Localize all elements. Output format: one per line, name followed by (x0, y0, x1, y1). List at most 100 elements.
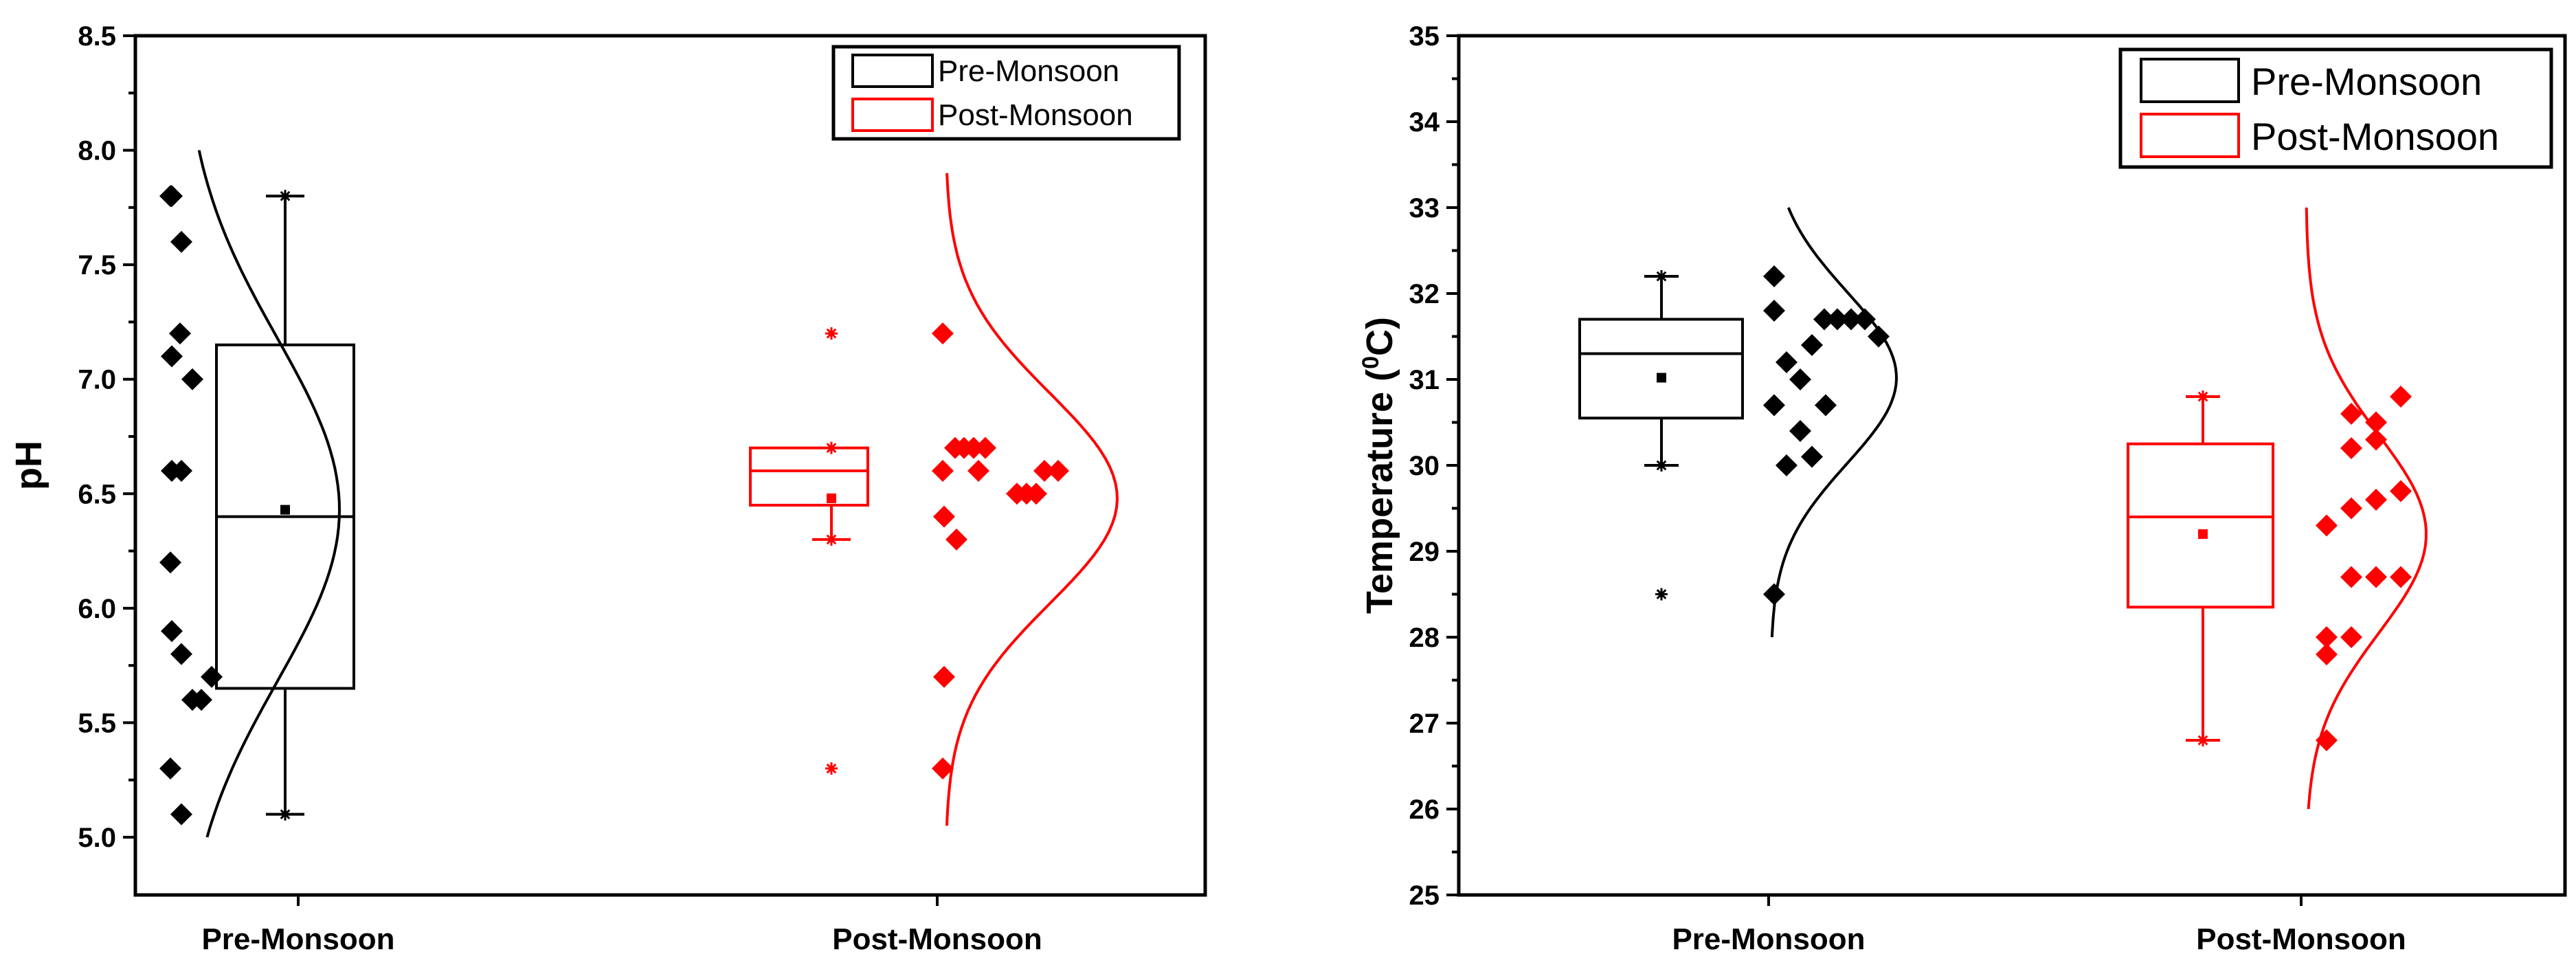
temp-pre-monsoon-data-point (1815, 394, 1837, 417)
ph-y-tick-label: 7.0 (78, 365, 116, 395)
ph-pre-monsoon-distribution-curve (197, 150, 341, 838)
temp-legend-label-post-monsoon: Post-Monsoon (2251, 115, 2499, 158)
ph-x-axis-ticks (297, 895, 939, 906)
temp-y-axis-title: Temperature (0C) (1358, 317, 1400, 614)
temp-y-tick-label: 31 (1409, 365, 1440, 395)
temp-legend-swatch-post-monsoon (2140, 113, 2240, 158)
temp-post-monsoon-min-marker (2197, 734, 2209, 746)
ph-post-monsoon-data-point (932, 459, 954, 482)
ph-pre-monsoon-data-point (190, 689, 212, 711)
temp-y-tick-label: 25 (1409, 881, 1440, 911)
temp-legend-box (2118, 47, 2553, 169)
ph-pre-monsoon-min-marker (279, 808, 291, 821)
temp-post-monsoon-data-point (2340, 497, 2362, 520)
ph-y-axis-ticks (123, 34, 135, 839)
temp-y-tick-label: 29 (1409, 537, 1440, 567)
ph-pre-monsoon-data-point (181, 368, 203, 390)
temp-pre-monsoon-data-point (1789, 368, 1811, 390)
temp-post-monsoon-data-point (2365, 428, 2387, 451)
temp-pre-monsoon-data-point (1868, 325, 1890, 348)
temp-pre-monsoon-data-point (1840, 308, 1862, 331)
temp-post-monsoon-series (2127, 207, 2428, 810)
ph-legend-swatch-pre-monsoon (851, 54, 934, 88)
temp-y-tick-label: 35 (1409, 21, 1440, 52)
ph-post-monsoon-data-point (1025, 483, 1047, 505)
ph-plot-frame (133, 34, 1207, 897)
temp-post-monsoon-data-point (2365, 489, 2387, 511)
ph-post-monsoon-series (749, 173, 1119, 826)
ph-post-monsoon-data-point (933, 665, 955, 688)
temp-legend-swatch-pre-monsoon (2140, 58, 2240, 103)
ph-chart-marks (159, 150, 1119, 838)
temp-pre-monsoon-distribution-curve (1770, 207, 1899, 638)
temp-post-monsoon-data-point (2390, 386, 2412, 408)
temp-post-monsoon-data-point (2316, 514, 2338, 537)
ph-pre-monsoon-max-marker (279, 190, 291, 203)
temp-pre-monsoon-max-marker (1655, 270, 1668, 283)
ph-y-axis-tick-labels: 5.0 5.5 6.0 6.5 7.0 7.5 8.0 8.5 (78, 21, 116, 853)
temp-post-monsoon-data-point (2316, 643, 2338, 665)
ph-post-monsoon-min-marker (825, 533, 838, 546)
temp-x-category-label-pre-monsoon: Pre-Monsoon (1672, 922, 1865, 956)
temp-x-category-label-post-monsoon: Post-Monsoon (2196, 922, 2406, 956)
temp-pre-monsoon-data-point (1763, 394, 1785, 417)
ph-post-monsoon-data-point (974, 436, 996, 459)
temp-post-monsoon-data-point (2340, 437, 2362, 459)
ph-y-tick-label: 8.0 (78, 136, 116, 166)
temp-post-monsoon-data-point (2390, 480, 2412, 502)
ph-post-monsoon-data-point (1047, 459, 1069, 482)
ph-post-monsoon-box (749, 446, 869, 507)
temp-chart-marks (1578, 207, 2428, 810)
temp-y-tick-label: 34 (1409, 107, 1440, 137)
temp-y-axis-title-post: C) (1359, 317, 1400, 356)
temp-post-monsoon-data-point (2365, 411, 2387, 434)
temp-pre-monsoon-data-point (1801, 445, 1823, 468)
ph-legend-swatch-post-monsoon (851, 98, 934, 132)
temp-y-tick-label: 27 (1409, 709, 1440, 739)
temp-y-axis-title-pre: Temperature ( (1359, 369, 1400, 614)
temp-y-tick-label: 26 (1409, 795, 1440, 825)
temp-x-axis-ticks (1767, 895, 2303, 906)
temp-pre-monsoon-data-point (1763, 583, 1785, 606)
temp-pre-monsoon-data-point (1776, 351, 1797, 373)
ph-post-monsoon-data-point (933, 505, 955, 528)
ph-pre-monsoon-data-point (170, 230, 192, 253)
temp-y-axis-tick-labels: 25 26 27 28 29 30 31 32 33 34 35 (1409, 21, 1440, 911)
ph-post-monsoon-mean-marker (827, 493, 836, 503)
ph-pre-monsoon-data-point (159, 551, 181, 574)
temp-pre-monsoon-data-point (1801, 334, 1823, 356)
temp-pre-monsoon-data-point (1826, 308, 1848, 331)
ph-legend-label-post-monsoon: Post-Monsoon (938, 98, 1133, 132)
ph-post-monsoon-data-point (945, 528, 967, 551)
temp-pre-monsoon-min-marker (1655, 459, 1668, 472)
ph-pre-monsoon-data-point (201, 665, 223, 688)
ph-pre-monsoon-data-point (161, 620, 183, 643)
ph-legend-label-pre-monsoon: Pre-Monsoon (938, 54, 1119, 88)
temp-pre-monsoon-data-point (1776, 454, 1797, 476)
ph-pre-monsoon-data-point (170, 459, 192, 482)
ph-legend: Pre-Monsoon Post-Monsoon (831, 45, 1181, 141)
ph-pre-monsoon-data-point (159, 757, 181, 780)
temp-y-tick-label: 32 (1409, 279, 1440, 309)
ph-pre-monsoon-data-point (161, 185, 183, 208)
ph-pre-monsoon-data-point (170, 803, 192, 826)
ph-pre-monsoon-data-point (169, 322, 191, 345)
temp-y-tick-label: 28 (1409, 623, 1440, 653)
ph-post-monsoon-outlier-marker (825, 327, 838, 340)
ph-pre-monsoon-data-point (161, 345, 183, 368)
temperature-chart-panel: 25 26 27 28 29 30 31 32 33 34 35 Pre-Monsoon Post-… (1358, 21, 2567, 956)
temp-pre-monsoon-outlier-marker (1655, 588, 1668, 601)
temp-legend-label-pre-monsoon: Pre-Monsoon (2251, 60, 2482, 103)
ph-y-tick-label: 5.5 (78, 708, 116, 738)
ph-post-monsoon-data-point (1033, 459, 1055, 482)
ph-post-monsoon-data-point (932, 757, 954, 780)
temp-pre-monsoon-box (1578, 318, 1744, 420)
temp-post-monsoon-data-point (2340, 566, 2362, 588)
ph-legend-box (831, 45, 1181, 141)
temp-y-axis-title-sup: 0 (1358, 356, 1384, 369)
ph-post-monsoon-data-point (963, 436, 985, 459)
temp-post-monsoon-box (2127, 442, 2274, 609)
temp-pre-monsoon-mean-marker (1657, 373, 1666, 383)
ph-x-category-label-pre-monsoon: Pre-Monsoon (201, 922, 394, 956)
